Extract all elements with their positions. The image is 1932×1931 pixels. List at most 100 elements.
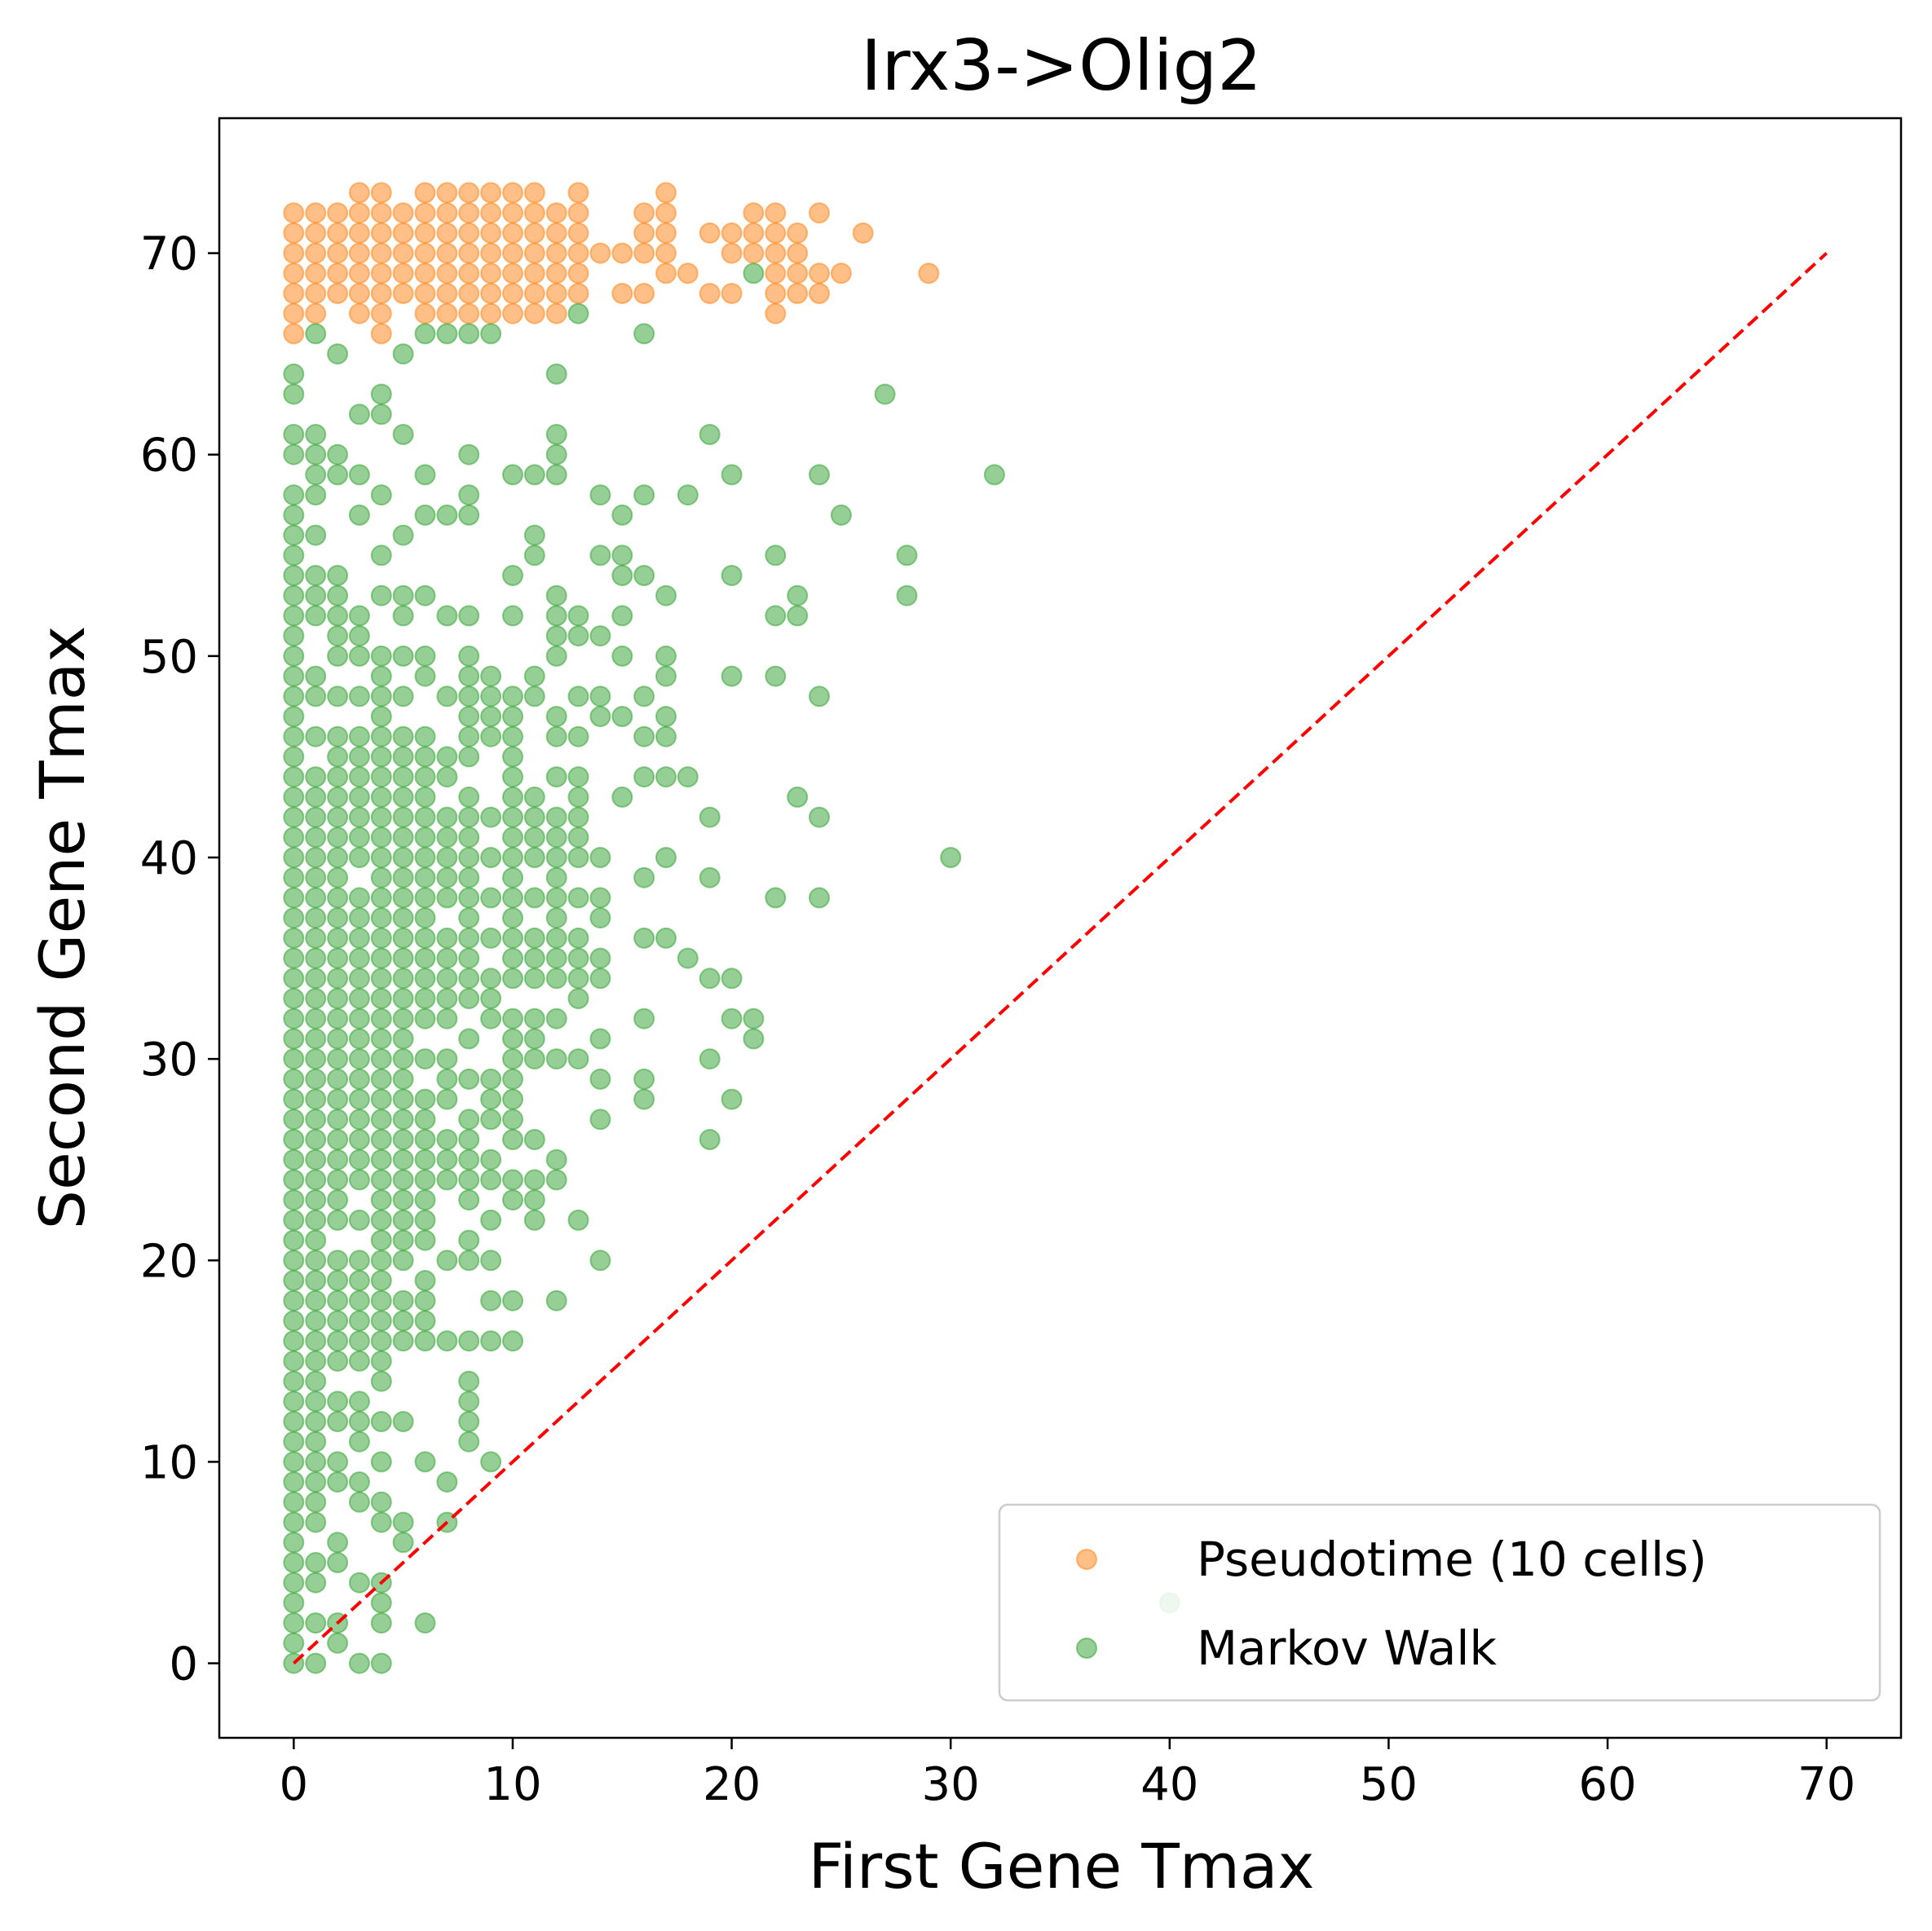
data-point (370, 725, 392, 747)
data-point (305, 927, 327, 949)
data-point (370, 746, 392, 768)
data-point (305, 1007, 327, 1029)
data-point (305, 1612, 327, 1634)
data-point (480, 927, 502, 949)
data-point (283, 1411, 305, 1432)
data-point (348, 988, 370, 1009)
data-point (699, 1048, 721, 1070)
data-point (523, 1028, 545, 1050)
data-point (480, 806, 502, 828)
data-point (523, 1007, 545, 1029)
data-point (392, 242, 414, 264)
data-point (348, 625, 370, 647)
data-point (370, 1290, 392, 1312)
data-point (283, 383, 305, 405)
diagonal-reference-line (292, 252, 1828, 1665)
data-point (348, 887, 370, 909)
data-point (567, 1209, 589, 1231)
data-point (633, 725, 655, 747)
data-point (633, 1088, 655, 1110)
data-point (545, 625, 567, 647)
data-point (502, 827, 523, 849)
data-point (633, 766, 655, 788)
data-point (414, 242, 436, 264)
data-point (436, 302, 458, 324)
data-point (370, 1612, 392, 1634)
data-point (392, 827, 414, 849)
data-point (809, 202, 830, 224)
data-point (589, 625, 611, 647)
data-point (523, 947, 545, 969)
data-point (414, 222, 436, 244)
x-axis-label: First Gene Tmax (809, 1830, 1315, 1902)
data-point (436, 1048, 458, 1070)
data-point (392, 1511, 414, 1533)
data-point (327, 283, 349, 304)
data-point (523, 1129, 545, 1150)
data-point (502, 262, 523, 284)
data-point (480, 1451, 502, 1473)
data-point (305, 1028, 327, 1050)
data-point (458, 746, 480, 768)
data-point (436, 947, 458, 969)
data-point (327, 1169, 349, 1191)
x-tick-label: 50 (1360, 1758, 1418, 1811)
data-point (305, 988, 327, 1009)
data-point (414, 907, 436, 929)
data-marks (283, 182, 1180, 1674)
data-point (327, 1250, 349, 1272)
data-point (655, 766, 677, 788)
data-point (458, 947, 480, 969)
data-point (305, 866, 327, 888)
data-point (283, 1048, 305, 1070)
data-point (480, 222, 502, 244)
data-point (458, 806, 480, 828)
data-point (589, 1068, 611, 1090)
data-point (611, 565, 633, 586)
data-point (633, 222, 655, 244)
data-point (567, 686, 589, 708)
data-point (327, 584, 349, 606)
data-point (283, 1532, 305, 1554)
data-point (348, 242, 370, 264)
data-point (458, 182, 480, 204)
data-point (283, 1028, 305, 1050)
data-point (348, 403, 370, 425)
data-point (677, 766, 699, 788)
data-point (327, 343, 349, 365)
data-point (305, 605, 327, 627)
data-point (348, 1572, 370, 1594)
data-point (327, 1471, 349, 1493)
data-point (502, 605, 523, 627)
data-point (392, 887, 414, 909)
data-point (414, 1048, 436, 1070)
data-point (370, 806, 392, 828)
data-point (655, 222, 677, 244)
data-point (392, 968, 414, 990)
data-point (523, 847, 545, 868)
data-point (567, 988, 589, 1009)
data-point (370, 1129, 392, 1150)
data-point (305, 887, 327, 909)
data-point (392, 847, 414, 868)
data-point (611, 706, 633, 727)
data-point (787, 584, 809, 606)
data-point (721, 1088, 743, 1110)
data-point (523, 262, 545, 284)
data-point (305, 1350, 327, 1372)
data-point (721, 968, 743, 990)
data-point (589, 968, 611, 990)
data-point (502, 283, 523, 304)
data-point (283, 1209, 305, 1231)
data-point (480, 323, 502, 345)
data-point (502, 1048, 523, 1070)
data-point (370, 1411, 392, 1432)
data-point (370, 302, 392, 324)
data-point (765, 222, 787, 244)
data-point (458, 968, 480, 990)
data-point (305, 1370, 327, 1392)
data-point (545, 202, 567, 224)
data-point (370, 1068, 392, 1090)
data-point (458, 988, 480, 1009)
